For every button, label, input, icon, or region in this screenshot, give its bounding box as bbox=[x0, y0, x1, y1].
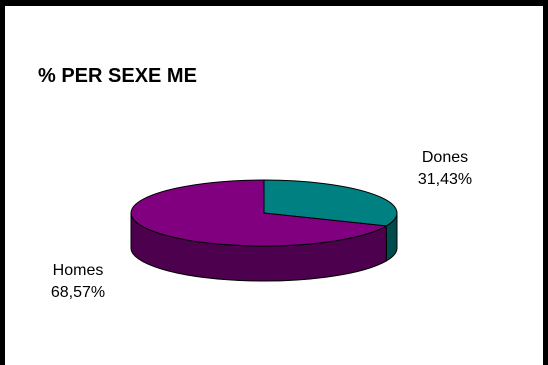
pie-plot bbox=[130, 179, 398, 282]
slice-value-dones: 31,43% bbox=[418, 171, 472, 188]
slice-label-homes: Homes bbox=[53, 262, 104, 279]
pie-slice-dones bbox=[263, 179, 398, 227]
slice-value-homes: 68,57% bbox=[51, 284, 105, 301]
frame-border-left bbox=[0, 0, 5, 365]
slice-label-dones: Dones bbox=[422, 149, 468, 166]
frame-border-top bbox=[0, 0, 548, 6]
chart-title: % PER SEXE ME bbox=[38, 65, 197, 87]
frame-border-right bbox=[543, 0, 548, 365]
pie-slice-homes bbox=[130, 179, 388, 247]
